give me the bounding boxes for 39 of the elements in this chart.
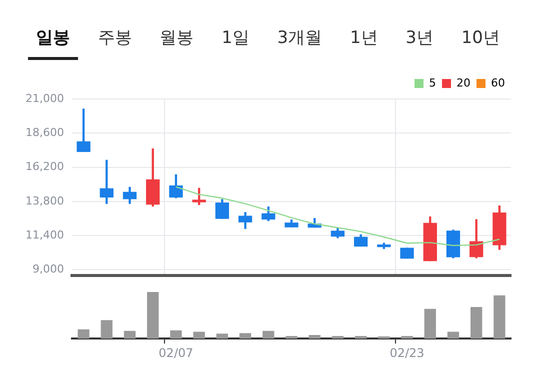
- y-tick-label: 16,200: [26, 160, 64, 174]
- bar: [424, 308, 436, 339]
- bar: [332, 336, 344, 339]
- text: 주봉: [96, 27, 133, 50]
- legend-label: 60: [491, 76, 506, 90]
- y-tick-label: 9,000: [32, 262, 64, 276]
- y-tick-label: 13,800: [26, 194, 64, 208]
- bar: [193, 332, 205, 339]
- text: 3개월: [276, 27, 324, 50]
- text: 10년: [460, 27, 501, 50]
- bar: [401, 336, 413, 339]
- bar: [286, 336, 298, 339]
- bar: [100, 320, 112, 339]
- bar: [216, 334, 228, 339]
- candlestick: [284, 219, 298, 228]
- bar: [262, 330, 274, 339]
- bar: [470, 307, 482, 339]
- bar: [494, 295, 506, 339]
- y-tick-label: 11,400: [26, 228, 64, 242]
- bar: [170, 330, 182, 339]
- y-tick-label: 18,600: [26, 126, 64, 139]
- x-tick-label: 02/07: [158, 346, 194, 360]
- legend-label: 20: [456, 76, 471, 90]
- legend-label: 5: [429, 76, 436, 90]
- text: 월봉: [158, 27, 195, 50]
- text: 1년: [348, 27, 379, 50]
- text: 3년: [404, 27, 434, 50]
- bar: [354, 336, 367, 339]
- bar: [124, 330, 136, 339]
- bar: [147, 292, 159, 339]
- text: 1일: [220, 27, 250, 50]
- bar: [308, 335, 320, 339]
- bar: [78, 329, 90, 339]
- y-tick-label: 21,000: [26, 92, 64, 105]
- bar: [378, 336, 390, 339]
- bar: [447, 332, 460, 339]
- x-tick-label: 02/23: [390, 346, 424, 360]
- bar: [239, 333, 252, 339]
- text: 일봉: [28, 26, 78, 60]
